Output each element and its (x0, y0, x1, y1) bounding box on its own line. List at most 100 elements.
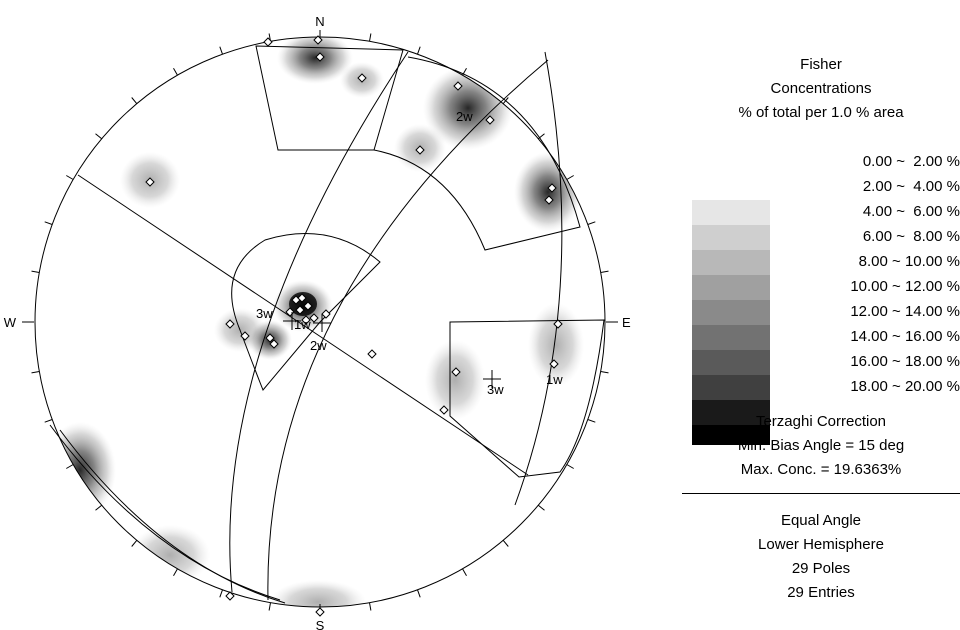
tick-marks (31, 33, 609, 611)
tick-mark (173, 568, 178, 576)
pole-marker (225, 591, 235, 601)
tick-mark (462, 68, 467, 76)
contour-cluster (514, 152, 582, 232)
legend-swatch (692, 375, 770, 400)
tick-mark (131, 539, 138, 547)
tick-mark (502, 539, 509, 547)
legend-bin-label: 10.00 ~ 12.00 % (850, 278, 960, 295)
legend-separator (682, 493, 960, 494)
pole-marker (367, 349, 377, 359)
legend-bin-label: 6.00 ~ 8.00 % (862, 228, 960, 245)
pole-marker (315, 607, 325, 617)
tick-mark (268, 602, 271, 611)
pole-marker (309, 313, 319, 323)
tick-mark (600, 371, 609, 374)
info-line: Equal Angle (780, 512, 862, 529)
pole-marker (225, 319, 235, 329)
pole-marker (301, 315, 311, 325)
set-mean-cross (283, 312, 301, 330)
legend-swatch (692, 175, 770, 200)
pole-marker (544, 195, 554, 205)
tick-mark (66, 464, 74, 469)
legend-title-line: Fisher (800, 56, 842, 73)
pole-marker (321, 309, 331, 319)
pole-marker (415, 145, 425, 155)
contour-cluster (528, 303, 584, 387)
pole-marker (485, 115, 495, 125)
set-label: 3w (256, 306, 273, 321)
set-mean-cross (483, 370, 501, 388)
pole-marker (263, 37, 273, 47)
tick-mark (502, 97, 509, 105)
legend-bin-label: 18.00 ~ 20.00 % (850, 378, 960, 395)
great-circle (77, 174, 529, 476)
legend-swatch (692, 350, 770, 375)
great-circle (49, 424, 281, 601)
legend-bin-label: 0.00 ~ 2.00 % (862, 153, 960, 170)
set-label: 3w (487, 382, 504, 397)
tick-mark (44, 221, 53, 225)
window-outline (449, 319, 605, 478)
contour-cluster (44, 422, 116, 518)
planes (49, 45, 605, 604)
legend-bin-label: 12.00 ~ 14.00 % (850, 303, 960, 320)
legend-title-line: % of total per 1.0 % area (738, 104, 904, 121)
legend-swatch (692, 425, 770, 445)
poles (145, 35, 563, 617)
legend-title-line: Concentrations (770, 80, 872, 97)
tick-mark (369, 602, 372, 611)
set-label: 1w (546, 372, 563, 387)
pole-marker (553, 319, 563, 329)
legend-bin-label: 4.00 ~ 6.00 % (862, 203, 960, 220)
tick-mark (417, 46, 421, 55)
tick-mark (369, 33, 372, 42)
tick-mark (462, 568, 467, 576)
great-circle (514, 51, 563, 506)
pole-marker (297, 293, 307, 303)
pole-marker (240, 331, 250, 341)
contour-shading (44, 37, 584, 607)
tick-mark (31, 270, 40, 273)
south-label: S (316, 618, 325, 630)
stereonet-plot: N E S W 2w 3w 1w 2w 3w 1w (4, 14, 631, 630)
tick-mark (587, 221, 596, 225)
tick-mark (95, 133, 103, 140)
east-label: E (622, 315, 631, 330)
contour-cluster (130, 525, 210, 585)
pole-marker (265, 333, 275, 343)
tick-mark (417, 589, 421, 598)
legend-swatch (692, 300, 770, 325)
great-circle (229, 51, 409, 593)
tick-mark (66, 175, 74, 180)
info-line: 29 Entries (787, 584, 855, 601)
pole-marker (295, 305, 305, 315)
tick-mark (537, 133, 545, 140)
legend-bin-label: 8.00 ~ 10.00 % (858, 253, 960, 270)
tick-mark (537, 504, 545, 511)
pole-marker (269, 339, 279, 349)
correction-line: Terzaghi Correction (755, 413, 887, 430)
legend-swatch (692, 325, 770, 350)
window-outline (373, 56, 581, 251)
contour-cluster (270, 580, 366, 607)
legend-swatch (692, 275, 770, 300)
pole-marker (313, 35, 323, 45)
pole-marker (145, 177, 155, 187)
great-circle (59, 429, 286, 604)
pole-marker (315, 52, 325, 62)
set-mean-cross (313, 314, 331, 332)
tick-mark (173, 68, 178, 76)
tick-mark (44, 419, 53, 423)
legend-bin-label: 16.00 ~ 18.00 % (850, 353, 960, 370)
correction-line: Max. Conc. = 19.6363% (740, 461, 902, 478)
window-outline (231, 233, 381, 391)
north-label: N (315, 14, 324, 29)
pole-marker (453, 81, 463, 91)
tick-mark (587, 419, 596, 423)
correction-line: Min. Bias Angle = 15 deg (737, 437, 905, 454)
contour-cluster (277, 37, 353, 84)
legend-swatch (692, 250, 770, 275)
tick-mark (95, 504, 103, 511)
tick-mark (219, 46, 223, 55)
tick-mark (566, 464, 574, 469)
